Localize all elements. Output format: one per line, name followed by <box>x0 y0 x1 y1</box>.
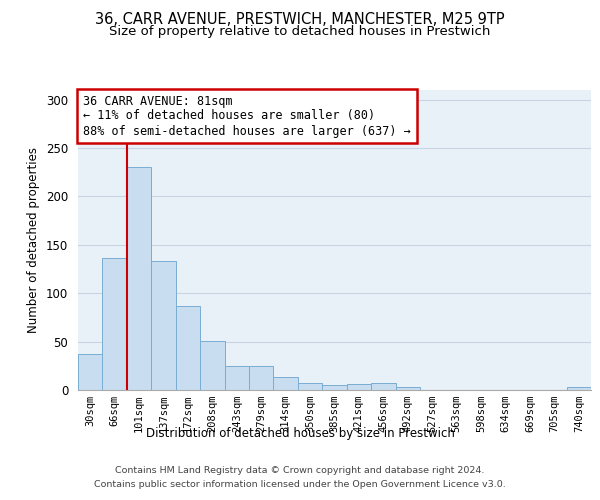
Bar <box>274 378 298 390</box>
Bar <box>298 383 322 390</box>
Text: 36 CARR AVENUE: 81sqm
← 11% of detached houses are smaller (80)
88% of semi-deta: 36 CARR AVENUE: 81sqm ← 11% of detached … <box>83 94 411 138</box>
Text: Size of property relative to detached houses in Prestwich: Size of property relative to detached ho… <box>109 25 491 38</box>
Text: Contains HM Land Registry data © Crown copyright and database right 2024.: Contains HM Land Registry data © Crown c… <box>115 466 485 475</box>
Bar <box>103 258 127 390</box>
Bar <box>347 384 371 390</box>
Bar <box>127 168 151 390</box>
Bar <box>176 306 200 390</box>
Bar <box>78 354 103 390</box>
Bar <box>395 387 420 390</box>
Bar <box>566 387 591 390</box>
Bar <box>200 340 224 390</box>
Bar <box>322 385 347 390</box>
Bar <box>224 366 249 390</box>
Text: Contains public sector information licensed under the Open Government Licence v3: Contains public sector information licen… <box>94 480 506 489</box>
Bar <box>371 383 395 390</box>
Text: 36, CARR AVENUE, PRESTWICH, MANCHESTER, M25 9TP: 36, CARR AVENUE, PRESTWICH, MANCHESTER, … <box>95 12 505 28</box>
Y-axis label: Number of detached properties: Number of detached properties <box>28 147 40 333</box>
Bar <box>249 366 274 390</box>
Bar <box>151 262 176 390</box>
Text: Distribution of detached houses by size in Prestwich: Distribution of detached houses by size … <box>146 428 454 440</box>
